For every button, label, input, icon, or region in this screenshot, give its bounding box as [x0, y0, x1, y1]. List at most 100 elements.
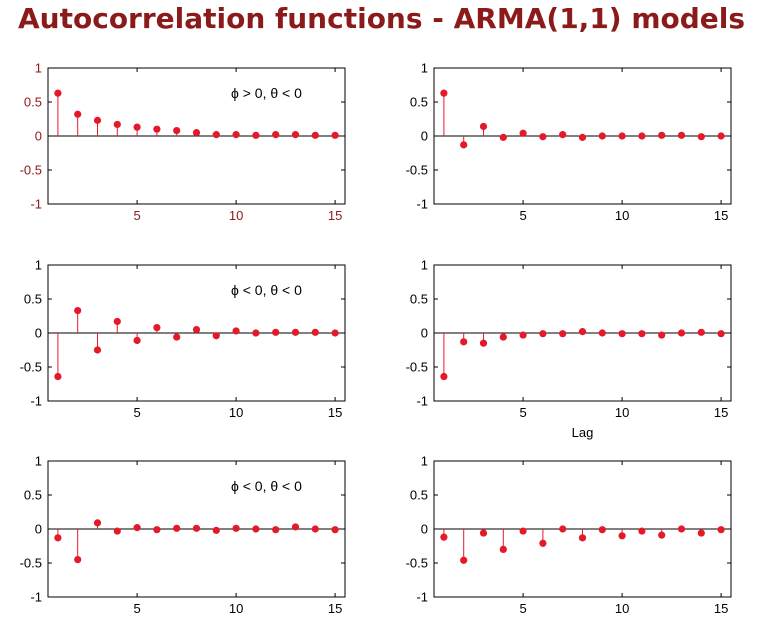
- acf-point: [212, 526, 220, 534]
- acf-point: [173, 333, 181, 341]
- acf-point: [232, 524, 240, 532]
- acf-point: [311, 131, 319, 139]
- x-tick-label: 5: [519, 405, 526, 420]
- acf-point: [54, 534, 62, 542]
- acf-point: [311, 525, 319, 533]
- acf-point: [499, 333, 507, 341]
- acf-point: [598, 526, 606, 534]
- acf-point: [499, 545, 507, 554]
- y-tick-label: 0: [35, 129, 42, 144]
- acf-point: [677, 329, 686, 337]
- acf-point: [460, 141, 468, 149]
- y-tick-label: 0: [421, 522, 428, 537]
- y-tick-label: -1: [416, 394, 428, 409]
- y-tick-label: 1: [421, 258, 428, 273]
- acf-panel-5: 1 0.5 0 -0.5 -1 5 10 15 ϕ < 0, θ < 0: [20, 454, 346, 616]
- y-tick-label: -0.5: [20, 360, 42, 375]
- x-tick-label: 15: [714, 405, 728, 420]
- acf-point: [479, 529, 488, 537]
- y-tick-label: -1: [416, 590, 428, 605]
- acf-point: [658, 531, 666, 539]
- y-tick-label: -0.5: [20, 556, 42, 571]
- acf-point: [697, 529, 705, 537]
- acf-point: [677, 131, 686, 139]
- acf-point: [212, 131, 220, 139]
- x-tick-label: 5: [519, 208, 526, 223]
- acf-panel-2: 1 0.5 0 -0.5 -1 5 10 15: [406, 61, 732, 223]
- y-tick-label: -0.5: [20, 163, 42, 178]
- acf-point: [440, 372, 448, 381]
- acf-point: [93, 116, 102, 124]
- acf-point: [331, 131, 339, 139]
- acf-point: [54, 372, 62, 381]
- acf-point: [173, 524, 181, 532]
- x-tick-label: 15: [714, 208, 728, 223]
- y-tick-label: 0.5: [24, 292, 42, 307]
- y-tick-label: -0.5: [406, 163, 428, 178]
- x-tick-label: 10: [229, 601, 243, 616]
- acf-point: [113, 317, 121, 326]
- y-tick-label: 1: [35, 454, 42, 469]
- x-tick-label: 10: [229, 405, 243, 420]
- y-tick-label: 0.5: [410, 488, 428, 503]
- y-tick-label: 0.5: [410, 292, 428, 307]
- acf-point: [539, 539, 547, 547]
- acf-point: [173, 126, 181, 135]
- acf-point: [331, 526, 339, 534]
- acf-point: [697, 328, 705, 336]
- model-annotation: ϕ < 0, θ < 0: [231, 478, 302, 494]
- acf-point: [133, 336, 141, 345]
- acf-point: [539, 133, 547, 141]
- acf-panel-4: 1 0.5 0 -0.5 -1 5 10 15 Lag: [406, 258, 732, 440]
- acf-point: [717, 132, 725, 140]
- acf-point: [291, 131, 300, 139]
- acf-point: [618, 330, 626, 338]
- x-tick-label: 10: [615, 208, 629, 223]
- acf-point: [460, 338, 468, 346]
- acf-point: [519, 129, 527, 137]
- acf-point: [113, 527, 121, 535]
- x-tick-label: 15: [328, 601, 342, 616]
- acf-point: [717, 526, 725, 534]
- acf-point: [638, 527, 646, 535]
- acf-point: [440, 533, 448, 541]
- acf-point: [638, 132, 646, 140]
- acf-point: [232, 327, 240, 335]
- acf-point: [717, 330, 725, 338]
- y-tick-label: 1: [421, 61, 428, 76]
- y-tick-label: 0.5: [410, 95, 428, 110]
- acf-point: [192, 326, 201, 334]
- model-annotation: ϕ < 0, θ < 0: [231, 282, 302, 298]
- y-tick-label: 0: [421, 129, 428, 144]
- acf-point: [578, 133, 587, 141]
- acf-point: [54, 89, 62, 97]
- acf-point: [499, 133, 507, 141]
- acf-point: [598, 132, 606, 140]
- acf-point: [677, 525, 686, 533]
- acf-point: [272, 131, 280, 139]
- y-tick-label: 1: [421, 454, 428, 469]
- acf-point: [598, 329, 606, 337]
- acf-point: [291, 523, 300, 531]
- acf-point: [479, 339, 488, 347]
- acf-point: [192, 524, 201, 532]
- x-tick-label: 10: [615, 601, 629, 616]
- x-tick-label: 15: [328, 405, 342, 420]
- x-tick-label: 5: [133, 208, 140, 223]
- x-tick-label: 5: [519, 601, 526, 616]
- y-tick-label: 1: [35, 61, 42, 76]
- acf-point: [133, 123, 141, 131]
- model-annotation: ϕ > 0, θ < 0: [231, 85, 302, 101]
- y-tick-label: -1: [30, 197, 42, 212]
- page-title: Autocorrelation functions - ARMA(1,1) mo…: [18, 2, 746, 35]
- acf-point: [559, 131, 567, 139]
- y-tick-label: 0.5: [24, 95, 42, 110]
- acf-panel-1: 1 0.5 0 -0.5 -1 5 10 15 ϕ > 0, θ < 0: [20, 61, 346, 223]
- acf-point: [658, 331, 666, 339]
- acf-panel-6: 1 0.5 0 -0.5 -1 5 10 15: [406, 454, 732, 616]
- acf-point: [578, 328, 587, 336]
- y-tick-label: 0.5: [24, 488, 42, 503]
- y-tick-label: -0.5: [406, 360, 428, 375]
- acf-point: [113, 120, 121, 129]
